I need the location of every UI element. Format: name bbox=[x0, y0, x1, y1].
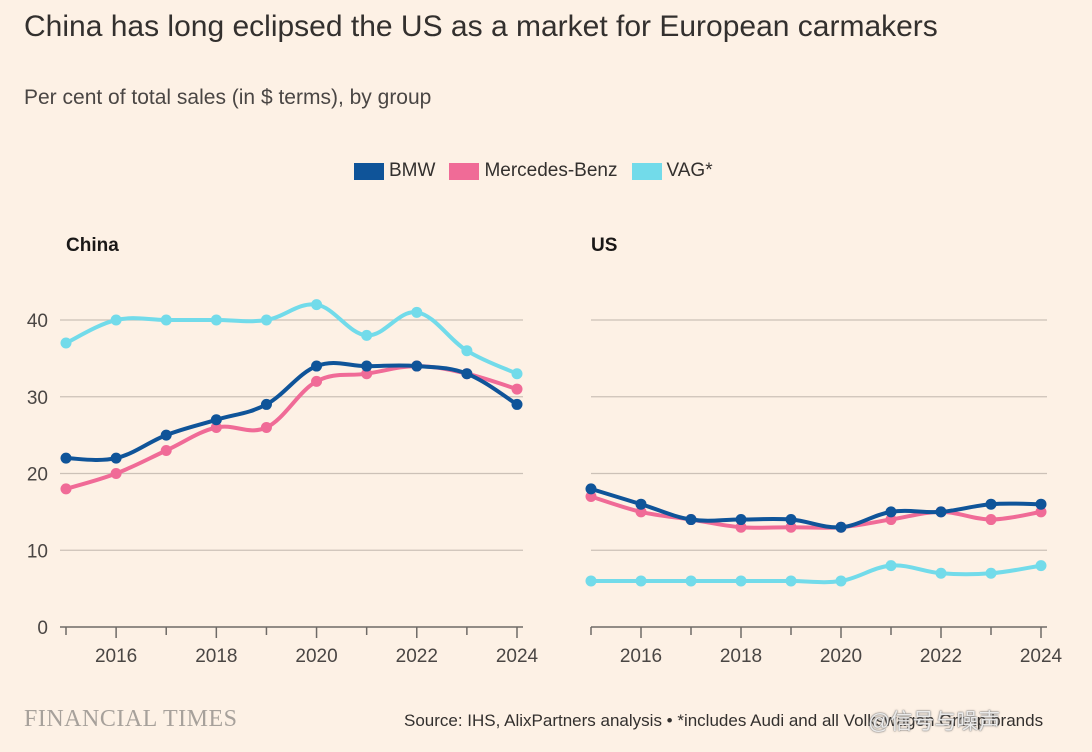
data-point-us-vag bbox=[985, 567, 997, 579]
y-tick-label: 10 bbox=[27, 541, 48, 562]
data-point-us-bmw bbox=[885, 506, 897, 518]
x-tick-label-us: 2016 bbox=[620, 646, 662, 667]
series-line-us-vag bbox=[589, 563, 1043, 585]
panel-title-china: China bbox=[66, 235, 119, 256]
chart-subtitle: Per cent of total sales (in $ terms), by… bbox=[24, 86, 432, 109]
x-tick-label-us: 2018 bbox=[720, 646, 762, 667]
data-point-us-bmw bbox=[1035, 498, 1047, 510]
data-point-china-mercedes-benz bbox=[210, 421, 222, 433]
data-point-china-bmw bbox=[311, 360, 323, 372]
data-point-china-mercedes-benz bbox=[110, 468, 122, 479]
data-point-china-mercedes-benz bbox=[160, 444, 172, 456]
watermark: @信号与噪声 bbox=[868, 709, 1001, 734]
data-point-china-bmw bbox=[60, 452, 72, 464]
data-point-us-vag bbox=[735, 575, 747, 587]
series-line-china-bmw bbox=[64, 361, 519, 462]
y-tick-label: 40 bbox=[27, 311, 48, 332]
legend-label-bmw: BMW bbox=[389, 160, 436, 181]
legend: BMW Mercedes-Benz VAG* bbox=[354, 160, 713, 182]
data-point-us-bmw bbox=[985, 498, 997, 510]
data-point-china-mercedes-benz bbox=[60, 483, 72, 495]
y-tick-label: 0 bbox=[37, 618, 48, 639]
data-point-us-vag bbox=[835, 575, 847, 587]
series-line-us-bmw bbox=[589, 486, 1043, 530]
data-point-us-vag bbox=[885, 560, 897, 572]
x-tick-label-china: 2018 bbox=[195, 646, 237, 667]
y-tick-label: 30 bbox=[27, 388, 48, 409]
data-point-china-mercedes-benz bbox=[260, 421, 272, 433]
panel-us: US 2016 2018 2020 2022 2024 bbox=[585, 235, 1063, 667]
data-point-china-vag bbox=[461, 345, 473, 357]
data-point-us-bmw bbox=[585, 483, 597, 495]
data-point-china-vag bbox=[411, 306, 423, 318]
data-point-china-vag bbox=[160, 314, 172, 326]
data-point-us-mercedes-benz bbox=[785, 521, 797, 533]
data-point-us-bmw bbox=[835, 521, 847, 533]
data-point-us-vag bbox=[1035, 560, 1047, 572]
data-point-us-mercedes-benz bbox=[985, 514, 997, 526]
data-point-china-bmw bbox=[260, 398, 272, 410]
data-point-us-bmw bbox=[935, 506, 947, 518]
data-point-china-vag bbox=[361, 329, 373, 341]
data-point-china-mercedes-benz bbox=[361, 368, 373, 380]
source-note: Source: IHS, AlixPartners analysis • *in… bbox=[404, 711, 1044, 730]
data-point-china-bmw bbox=[411, 360, 423, 372]
data-point-china-vag bbox=[260, 314, 272, 326]
data-point-us-mercedes-benz bbox=[585, 491, 597, 503]
data-point-us-bmw bbox=[735, 514, 747, 526]
chart-title: China has long eclipsed the US as a mark… bbox=[24, 10, 938, 43]
x-tick-label-china: 2022 bbox=[396, 646, 438, 667]
x-tick-label-china: 2024 bbox=[496, 646, 539, 667]
data-point-us-vag bbox=[785, 575, 797, 587]
data-point-china-vag bbox=[110, 314, 122, 326]
x-tick-label-us: 2024 bbox=[1020, 646, 1063, 667]
data-point-us-vag bbox=[685, 575, 697, 587]
x-tick-label-china: 2016 bbox=[95, 646, 137, 667]
y-tick-label: 20 bbox=[27, 465, 48, 486]
series-line-us-mercedes-benz bbox=[589, 494, 1043, 530]
legend-item-mercedes: Mercedes-Benz bbox=[449, 160, 618, 182]
series-line-china-vag bbox=[64, 302, 519, 376]
data-point-us-mercedes-benz bbox=[735, 521, 747, 533]
data-point-us-mercedes-benz bbox=[885, 514, 897, 526]
data-point-china-bmw bbox=[511, 398, 523, 410]
legend-swatch-vag bbox=[631, 162, 662, 180]
data-point-china-bmw bbox=[461, 368, 473, 380]
data-point-china-mercedes-benz bbox=[511, 383, 523, 395]
data-point-china-bmw bbox=[160, 429, 172, 441]
data-point-us-vag bbox=[585, 575, 597, 587]
data-point-china-mercedes-benz bbox=[311, 375, 323, 387]
panel-title-us: US bbox=[591, 235, 617, 256]
data-point-china-bmw bbox=[110, 452, 122, 464]
data-point-us-vag bbox=[635, 575, 647, 587]
data-point-us-bmw bbox=[685, 514, 697, 526]
x-tick-label-us: 2020 bbox=[820, 646, 862, 667]
legend-swatch-mercedes bbox=[449, 162, 480, 180]
financial-times-logo: FINANCIAL TIMES bbox=[24, 706, 238, 732]
legend-label-vag: VAG* bbox=[666, 160, 713, 181]
data-point-china-bmw bbox=[210, 414, 222, 426]
data-point-china-vag bbox=[311, 299, 323, 311]
legend-label-mercedes: Mercedes-Benz bbox=[484, 160, 618, 181]
data-point-china-vag bbox=[511, 368, 523, 380]
data-point-china-vag bbox=[60, 337, 72, 349]
x-tick-label-us: 2022 bbox=[920, 646, 962, 667]
data-point-china-vag bbox=[210, 314, 222, 326]
legend-swatch-bmw bbox=[354, 162, 384, 180]
legend-item-bmw: BMW bbox=[354, 160, 435, 182]
data-point-us-bmw bbox=[785, 514, 797, 526]
data-point-us-mercedes-benz bbox=[635, 506, 647, 518]
data-point-us-bmw bbox=[635, 498, 647, 510]
x-tick-label-china: 2020 bbox=[295, 646, 337, 667]
data-point-china-bmw bbox=[361, 360, 373, 372]
data-point-us-mercedes-benz bbox=[1035, 506, 1047, 518]
legend-item-vag: VAG* bbox=[631, 160, 713, 182]
data-point-us-vag bbox=[935, 567, 947, 579]
panel-china: China 0 10 20 30 40 2016 2018 2020 2022 2024 bbox=[27, 235, 539, 667]
